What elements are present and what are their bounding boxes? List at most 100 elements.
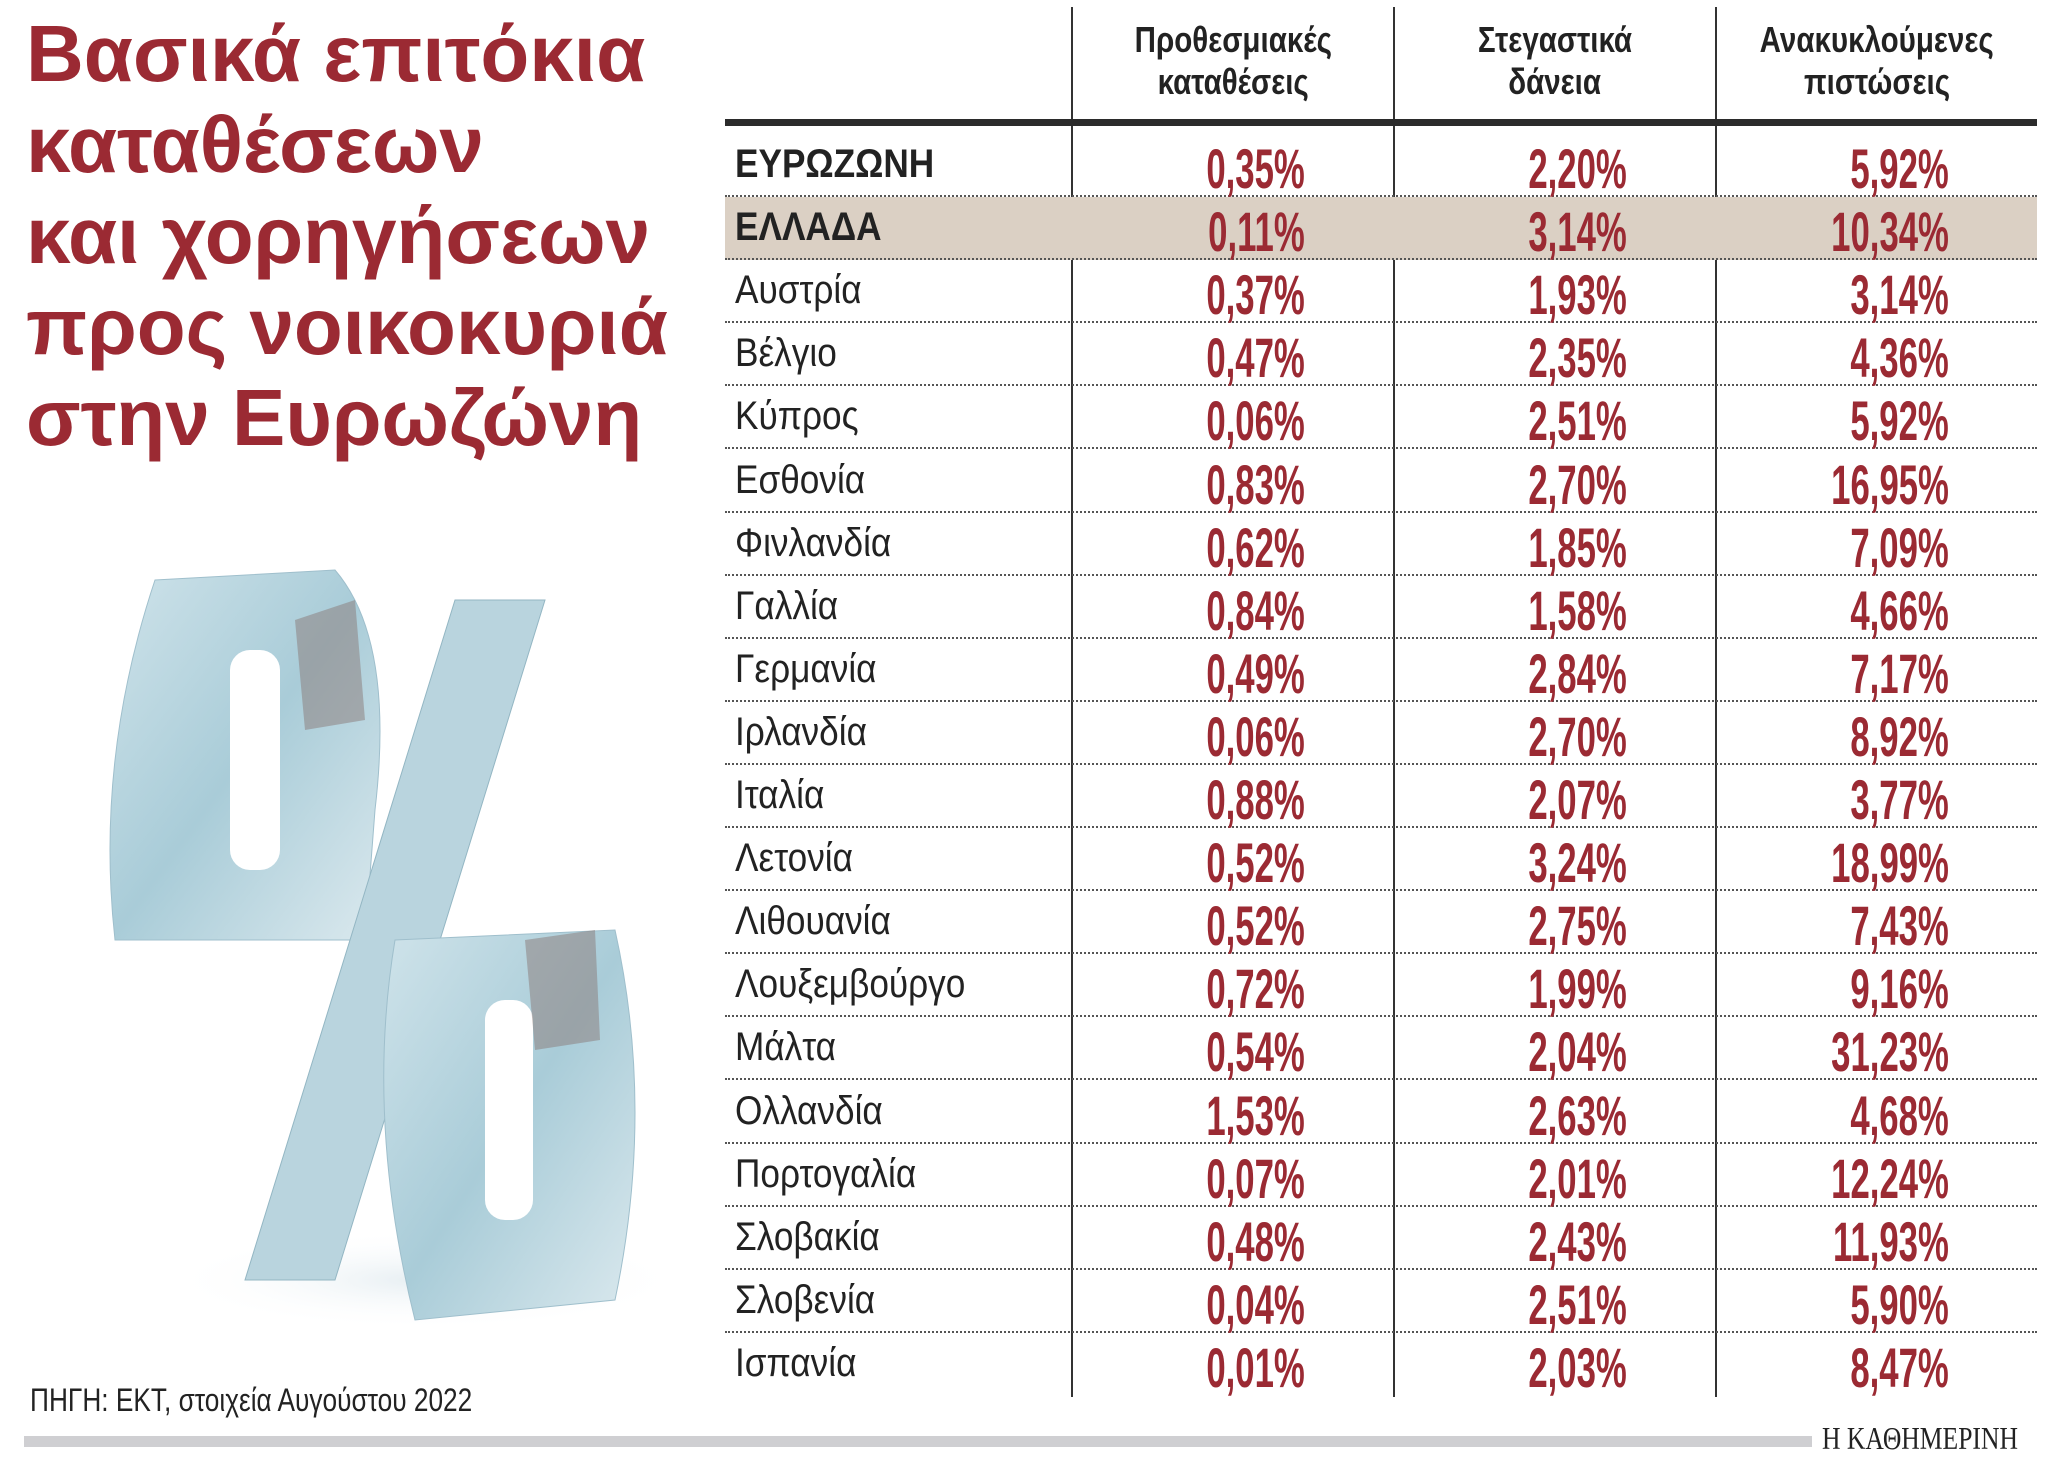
rate-value: 2,51% — [1528, 389, 1627, 453]
rate-value: 1,58% — [1528, 578, 1627, 642]
header-line: πιστώσεις — [1803, 61, 1951, 102]
rate-value: 11,93% — [1833, 1209, 1949, 1273]
rate-value: 4,66% — [1850, 578, 1949, 642]
rate-value: 31,23% — [1831, 1020, 1949, 1084]
table-row: Μάλτα 0,54% 2,04% 31,23% — [725, 1017, 2037, 1083]
rate-value: 0,04% — [1206, 1272, 1305, 1336]
rate-value: 5,92% — [1850, 389, 1949, 453]
table-row: Γερμανία 0,49% 2,84% 7,17% — [725, 639, 2037, 705]
country-name: Κύπρος — [735, 394, 859, 439]
table-row: Βέλγιο 0,47% 2,35% 4,36% — [725, 323, 2037, 389]
rate-value: 0,54% — [1206, 1020, 1305, 1084]
table-row: Σλοβενία 0,04% 2,51% 5,90% — [725, 1270, 2037, 1336]
country-name: Αυστρία — [735, 268, 862, 313]
rate-value: 2,43% — [1528, 1209, 1627, 1273]
euro-percent-illustration — [109, 569, 665, 1330]
rate-value: 0,52% — [1206, 831, 1305, 895]
country-name: Λουξεμβούργο — [735, 962, 966, 1007]
headline-line: Βασικά επιτόκια — [26, 9, 646, 98]
country-name: Σλοβακία — [735, 1214, 880, 1259]
headline-line: προς νοικοκυριά — [26, 282, 668, 371]
column-divider — [1393, 7, 1395, 1397]
table-row: Λετονία 0,52% 3,24% 18,99% — [725, 828, 2037, 894]
rate-value: 0,47% — [1206, 326, 1305, 390]
table-row: Εσθονία 0,83% 2,70% 16,95% — [725, 450, 2037, 516]
country-name: Σλοβενία — [735, 1277, 876, 1322]
table-row: Φινλανδία 0,62% 1,85% 7,09% — [725, 513, 2037, 579]
rate-value: 0,06% — [1206, 704, 1305, 768]
country-name: Εσθονία — [735, 457, 866, 502]
table-row: Σλοβακία 0,48% 2,43% 11,93% — [725, 1207, 2037, 1273]
table-row: Ιταλία 0,88% 2,07% 3,77% — [725, 765, 2037, 831]
table-row: ΕΥΡΩΖΩΝΗ 0,35% 2,20% 5,92% — [725, 134, 2037, 200]
rate-value: 0,37% — [1206, 263, 1305, 327]
headline-line: και χορηγήσεων — [26, 191, 651, 280]
source-note: ΠΗΓΗ: ΕΚΤ, στοιχεία Αυγούστου 2022 — [30, 1382, 473, 1418]
rate-value: 16,95% — [1831, 452, 1949, 516]
rate-value: 0,49% — [1206, 641, 1305, 705]
header-line: καταθέσεις — [1157, 61, 1309, 102]
country-name: Γερμανία — [735, 646, 877, 691]
header-line: Στεγαστικά — [1477, 19, 1633, 60]
rate-value: 2,04% — [1528, 1020, 1627, 1084]
rate-value: 8,92% — [1850, 704, 1949, 768]
column-header-mortgages: Στεγαστικά δάνεια — [1395, 19, 1715, 119]
rate-value: 3,24% — [1528, 831, 1627, 895]
rate-value: 0,07% — [1206, 1146, 1305, 1210]
rate-value: 0,11% — [1208, 200, 1305, 264]
rate-value: 12,24% — [1831, 1146, 1949, 1210]
headline-line: στην Ευρωζώνη — [26, 373, 643, 462]
rate-value: 4,36% — [1850, 326, 1949, 390]
table-row: Λιθουανία 0,52% 2,75% 7,43% — [725, 891, 2037, 957]
table-row: Ιρλανδία 0,06% 2,70% 8,92% — [725, 702, 2037, 768]
rate-value: 0,72% — [1206, 957, 1305, 1021]
rate-value: 0,01% — [1206, 1335, 1305, 1399]
country-name: Μάλτα — [735, 1025, 837, 1070]
column-divider — [1715, 7, 1717, 1397]
rate-value: 18,99% — [1831, 831, 1949, 895]
rate-value: 8,47% — [1850, 1335, 1949, 1399]
table-row: Κύπρος 0,06% 2,51% 5,92% — [725, 386, 2037, 452]
rate-value: 0,35% — [1206, 137, 1305, 200]
rate-value: 3,14% — [1528, 200, 1627, 264]
header-rule — [725, 119, 2037, 126]
country-name: Ισπανία — [735, 1340, 857, 1385]
rate-value: 3,14% — [1850, 263, 1949, 327]
table-row: Ισπανία 0,01% 2,03% 8,47% — [725, 1333, 2037, 1399]
rate-value: 2,51% — [1528, 1272, 1627, 1336]
rate-value: 2,70% — [1528, 452, 1627, 516]
table-row: Πορτογαλία 0,07% 2,01% 12,24% — [725, 1144, 2037, 1210]
rate-value: 7,43% — [1850, 894, 1949, 958]
headline-line: καταθέσεων — [26, 100, 484, 189]
country-name: Πορτογαλία — [735, 1151, 917, 1196]
country-name: ΕΛΛΑΔΑ — [735, 205, 882, 250]
country-name: Φινλανδία — [735, 520, 892, 565]
rate-value: 0,84% — [1206, 578, 1305, 642]
headline: Βασικά επιτόκια καταθέσεων και χορηγήσεω… — [26, 8, 668, 463]
rate-value: 1,99% — [1528, 957, 1627, 1021]
rate-value: 1,93% — [1528, 263, 1627, 327]
country-name: Λιθουανία — [735, 899, 891, 944]
header-line: δάνεια — [1508, 61, 1602, 102]
rate-value: 2,01% — [1528, 1146, 1627, 1210]
table-row: Λουξεμβούργο 0,72% 1,99% 9,16% — [725, 954, 2037, 1020]
rate-value: 9,16% — [1850, 957, 1949, 1021]
table-row: Γαλλία 0,84% 1,58% 4,66% — [725, 576, 2037, 642]
footer-bar — [24, 1436, 1812, 1447]
country-name: Γαλλία — [735, 583, 839, 628]
rate-value: 2,03% — [1528, 1335, 1627, 1399]
rate-value: 2,75% — [1528, 894, 1627, 958]
rate-value: 4,68% — [1850, 1083, 1949, 1147]
publisher-logo: Η ΚΑΘΗΜΕΡΙΝΗ — [1822, 1420, 2018, 1456]
rate-value: 2,20% — [1528, 137, 1627, 200]
header-line: Ανακυκλούμενες — [1759, 19, 1995, 60]
rate-value: 0,62% — [1206, 515, 1305, 579]
country-name: Βέλγιο — [735, 331, 837, 376]
table-row: Ολλανδία 1,53% 2,63% 4,68% — [725, 1081, 2037, 1147]
rate-value: 2,84% — [1528, 641, 1627, 705]
rate-value: 0,83% — [1206, 452, 1305, 516]
column-divider — [1071, 7, 1073, 1397]
rate-value: 2,70% — [1528, 704, 1627, 768]
rate-value: 5,92% — [1850, 137, 1949, 200]
header-line: Προθεσμιακές — [1134, 19, 1332, 60]
